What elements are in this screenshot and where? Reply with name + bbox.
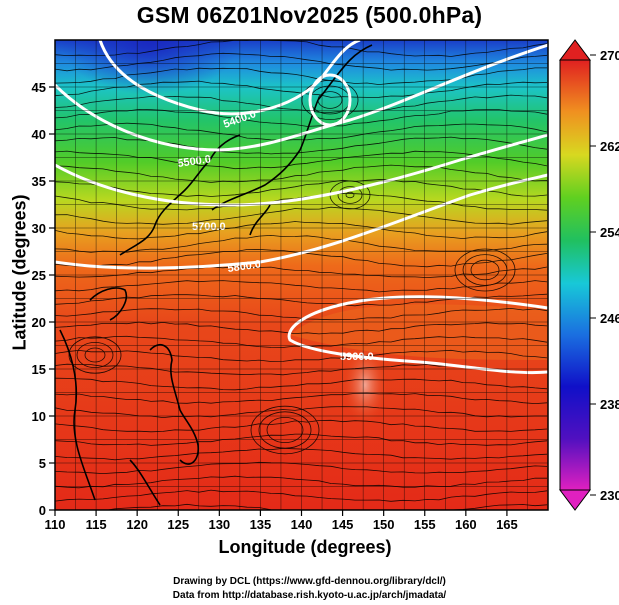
x-tick-label: 110 [45, 517, 66, 532]
y-tick-label: 0 [39, 503, 46, 518]
y-tick-label: 25 [32, 268, 46, 283]
y-axis-ticks: 0 5 10 15 20 25 30 35 40 45 [32, 80, 55, 518]
colorbar-body [559, 59, 591, 491]
x-tick-label: 150 [373, 517, 395, 532]
streamline-eddy [250, 405, 320, 455]
y-tick-label: 30 [32, 221, 46, 236]
x-axis-label: Longitude (degrees) [218, 537, 392, 557]
streamline-eddy [68, 336, 122, 374]
contour-label-5800: 5800.0 [227, 258, 262, 275]
colorbar-tick-label: 262 [600, 139, 619, 154]
colorbar-tick-label: 238 [600, 397, 619, 412]
x-tick-label: 165 [496, 517, 518, 532]
x-tick-label: 160 [455, 517, 477, 532]
colorbar-tick-label: 270 [600, 48, 619, 63]
y-tick-label: 10 [32, 409, 46, 424]
x-tick-label: 125 [167, 517, 189, 532]
streamline-eddy [76, 341, 114, 368]
credit-drawing: Drawing by DCL (https://www.gfd-dennou.o… [173, 576, 446, 587]
colorbar-tick-label: 254 [600, 225, 619, 240]
streamline-eddy [470, 259, 500, 281]
credit-data: Data from http://database.rish.kyoto-u.a… [172, 590, 447, 601]
grid-lines [55, 40, 548, 510]
y-tick-label: 20 [32, 315, 46, 330]
map-plot: 5400.0 5500.0 5700.0 5800.0 5900.0 110 11… [32, 39, 619, 532]
chart-title: GSM 06Z01Nov2025 (500.0hPa) [136, 2, 483, 28]
streamline-eddy [345, 191, 355, 199]
y-tick-label: 35 [32, 174, 46, 189]
y-tick-label: 40 [32, 127, 46, 142]
streamline-eddy [266, 416, 304, 443]
x-tick-label: 135 [250, 517, 272, 532]
y-tick-label: 5 [39, 456, 46, 471]
streamline-eddy [258, 411, 312, 449]
colorbar-tick-label: 230 [600, 488, 619, 503]
streamline-eddy [84, 347, 106, 363]
y-tick-label: 45 [32, 80, 46, 95]
x-tick-label: 145 [332, 517, 354, 532]
contour-label-5700: 5700.0 [192, 221, 226, 233]
x-tick-label: 130 [208, 517, 230, 532]
y-axis-label: Latitude (degrees) [9, 194, 30, 351]
colorbar-top-arrow [559, 39, 591, 61]
streamline-eddy [301, 80, 359, 121]
colorbar-tick-label: 246 [600, 311, 619, 326]
x-tick-label: 140 [291, 517, 313, 532]
x-axis-ticks: 110 115 120 125 130 135 140 145 150 155 160 165 [45, 510, 518, 532]
colorbar-bottom-arrow [559, 489, 591, 511]
y-tick-label: 15 [32, 362, 46, 377]
streamline-eddy [337, 186, 363, 204]
height-contours [55, 40, 548, 375]
contour-label-5900: 5900.0 [340, 351, 374, 363]
x-tick-label: 115 [86, 517, 107, 532]
x-tick-label: 155 [414, 517, 436, 532]
streamline-eddy [454, 248, 516, 292]
x-tick-label: 120 [126, 517, 148, 532]
colorbar: 270 262 254 246 238 230 [559, 39, 619, 511]
